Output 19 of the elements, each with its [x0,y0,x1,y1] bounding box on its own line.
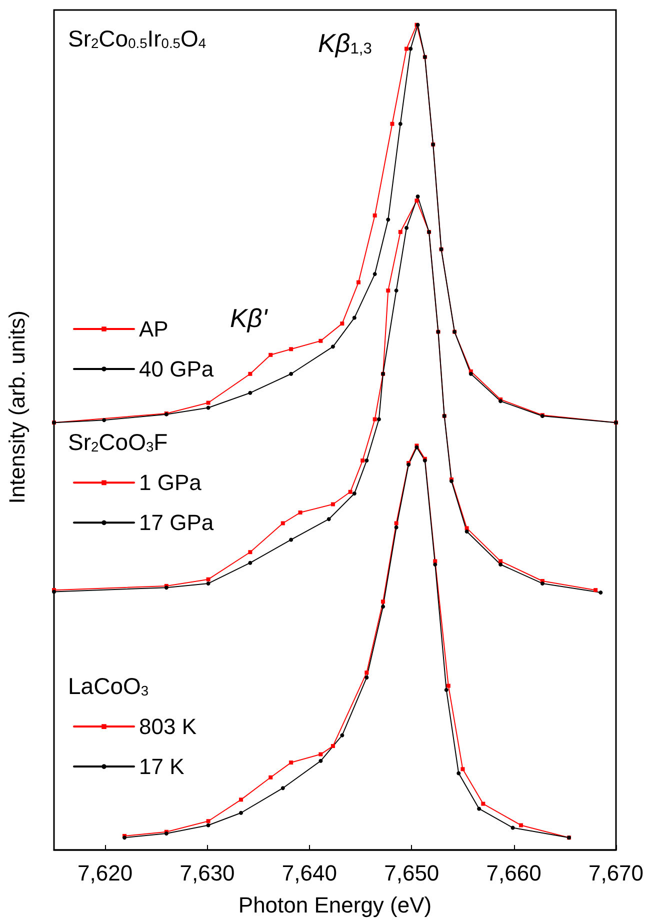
legend-label: 17 GPa [139,510,214,536]
legend-label: 803 K [139,714,197,740]
x-tick-label: 7,650 [384,860,440,886]
legend-label: 17 K [139,754,185,780]
y-axis-title: Intensity (arb. units) [4,310,30,504]
annotation: Sr2Co0.5Ir0.5O4 [68,25,206,52]
annotation: Kβ' [230,303,268,333]
annotation: LaCoO3 [68,672,149,699]
x-tick-label: 7,670 [588,860,644,886]
legend-label: 1 GPa [139,470,202,496]
x-tick-label: 7,640 [282,860,337,886]
x-tick-label: 7,660 [486,860,542,886]
x-axis-title: Photon Energy (eV) [238,892,432,918]
legend-label: 40 GPa [139,356,214,382]
annotation: Kβ1,3 [318,28,372,58]
x-tick-label: 7,620 [78,860,133,886]
annotation: Sr2CoO3F [68,429,168,455]
legend-label: AP [139,316,168,342]
x-tick-label: 7,630 [180,860,235,886]
